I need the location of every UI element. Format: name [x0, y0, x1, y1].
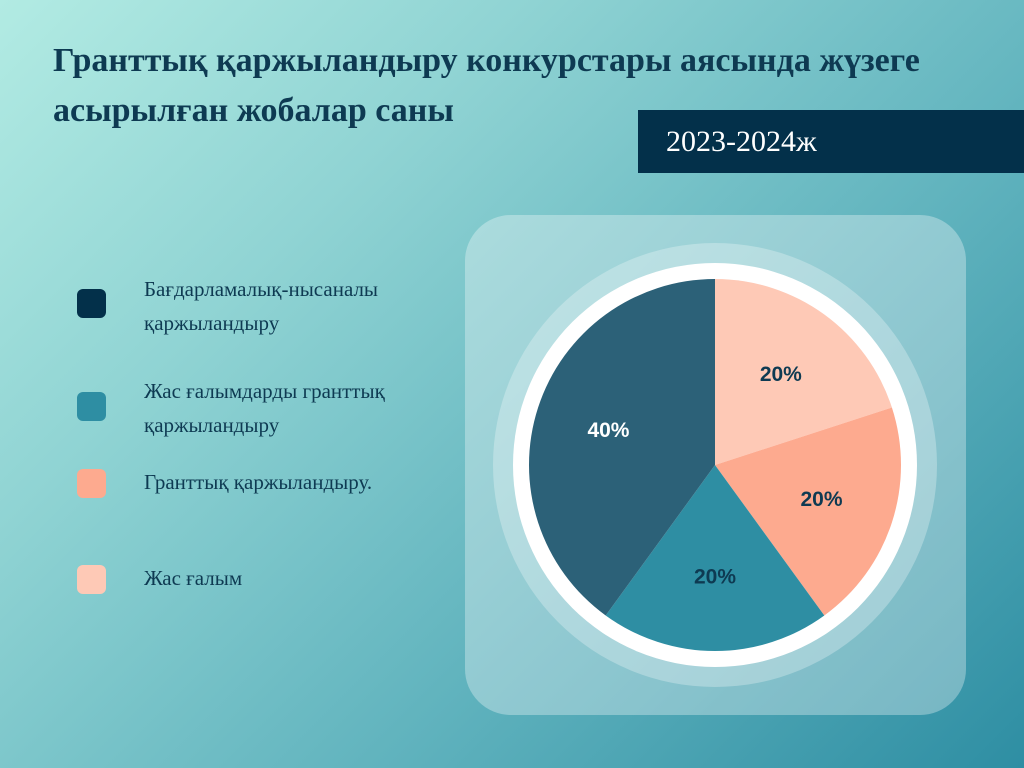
legend-label: Гранттық қаржыландыру.	[144, 470, 373, 494]
pie-slice	[529, 279, 715, 616]
pie-slice	[715, 279, 892, 465]
pie-slice-label: 40%	[587, 419, 629, 442]
pie-slice-label: 20%	[694, 566, 736, 589]
pie-slice	[715, 407, 901, 616]
legend-label: Жас ғалымдарды гранттық қаржыландыру	[144, 379, 385, 437]
legend-swatch	[77, 289, 106, 318]
pie-slice-label: 20%	[760, 363, 802, 386]
legend-label: Жас ғалым	[144, 566, 243, 590]
chart-panel: 20% 20% 20% 40%	[465, 215, 966, 715]
legend-swatch	[77, 392, 106, 421]
pie-slice-label: 20%	[801, 488, 843, 511]
pie-slice	[605, 465, 825, 651]
legend-swatch	[77, 469, 106, 498]
period-badge: 2023-2024ж	[638, 110, 1024, 173]
chart-title: Гранттық қаржыландыру конкурстары аясынд…	[53, 42, 920, 129]
pie-labels: 20% 20% 20% 40%	[587, 363, 842, 589]
pie-slices	[529, 279, 901, 651]
legend-label: Бағдарламалық-нысаналы қаржыландыру	[144, 277, 379, 335]
period-label: 2023-2024ж	[666, 125, 817, 158]
legend-swatch	[77, 565, 106, 594]
pie-chart: 20% 20% 20% 40%	[493, 243, 937, 687]
